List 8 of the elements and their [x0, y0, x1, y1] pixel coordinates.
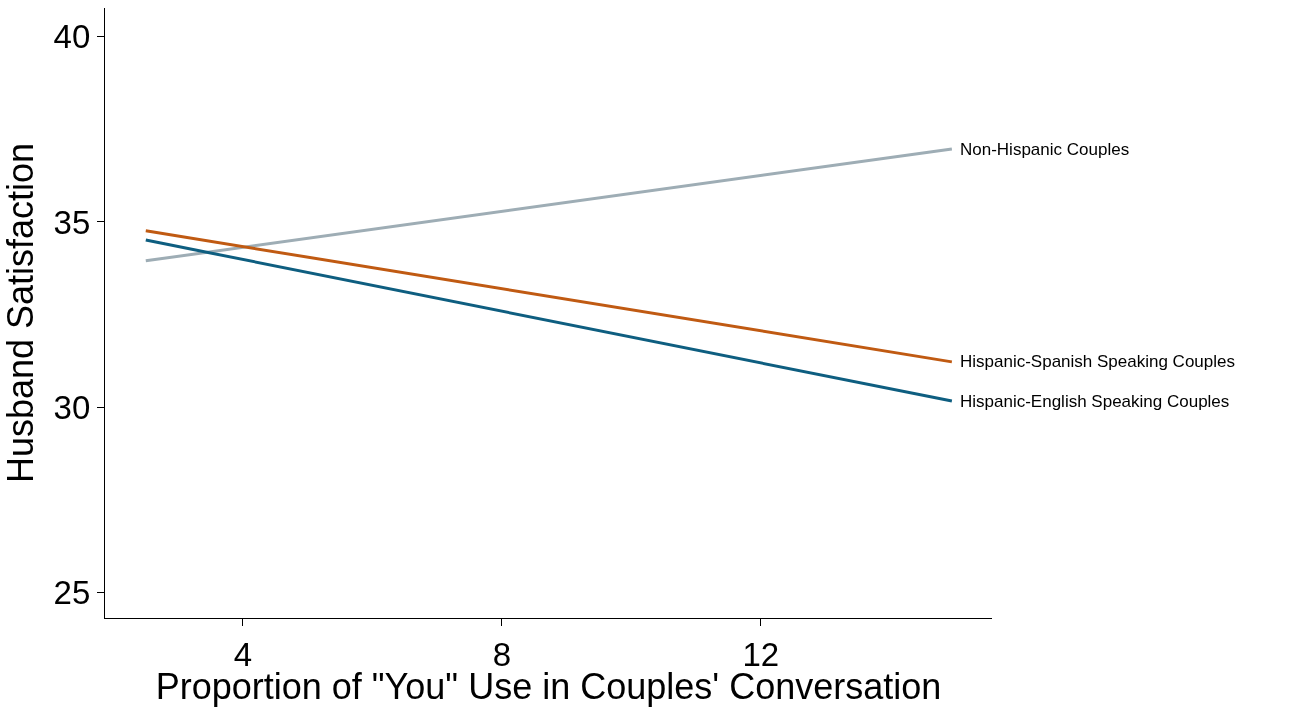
y-axis-title: Husband Satisfaction [0, 142, 41, 484]
series-label: Hispanic-English Speaking Couples [960, 392, 1230, 411]
y-tick-label: 40 [53, 18, 91, 56]
y-tick-label: 30 [53, 388, 91, 426]
series-label: Hispanic-Spanish Speaking Couples [960, 352, 1235, 371]
y-tick-label: 35 [53, 203, 91, 241]
series-label: Non-Hispanic Couples [960, 140, 1130, 159]
y-tick-label: 25 [53, 573, 91, 611]
